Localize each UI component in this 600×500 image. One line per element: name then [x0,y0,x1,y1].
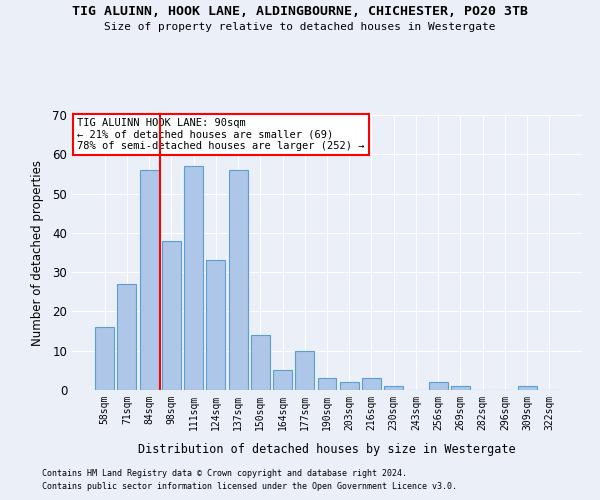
Bar [229,170,248,390]
Bar [162,240,181,390]
Bar [273,370,292,390]
Text: Size of property relative to detached houses in Westergate: Size of property relative to detached ho… [104,22,496,32]
Bar [95,327,114,390]
Bar [362,378,381,390]
Text: Contains public sector information licensed under the Open Government Licence v3: Contains public sector information licen… [42,482,457,491]
Bar [184,166,203,390]
Text: Contains HM Land Registry data © Crown copyright and database right 2024.: Contains HM Land Registry data © Crown c… [42,468,407,477]
Bar [206,260,225,390]
Y-axis label: Number of detached properties: Number of detached properties [31,160,44,346]
Bar [451,386,470,390]
Bar [429,382,448,390]
Text: TIG ALUINN HOOK LANE: 90sqm
← 21% of detached houses are smaller (69)
78% of sem: TIG ALUINN HOOK LANE: 90sqm ← 21% of det… [77,118,365,151]
Bar [384,386,403,390]
Text: TIG ALUINN, HOOK LANE, ALDINGBOURNE, CHICHESTER, PO20 3TB: TIG ALUINN, HOOK LANE, ALDINGBOURNE, CHI… [72,5,528,18]
Bar [317,378,337,390]
Bar [118,284,136,390]
Bar [340,382,359,390]
Bar [251,335,270,390]
Bar [295,350,314,390]
Bar [140,170,158,390]
Bar [518,386,536,390]
Text: Distribution of detached houses by size in Westergate: Distribution of detached houses by size … [138,442,516,456]
